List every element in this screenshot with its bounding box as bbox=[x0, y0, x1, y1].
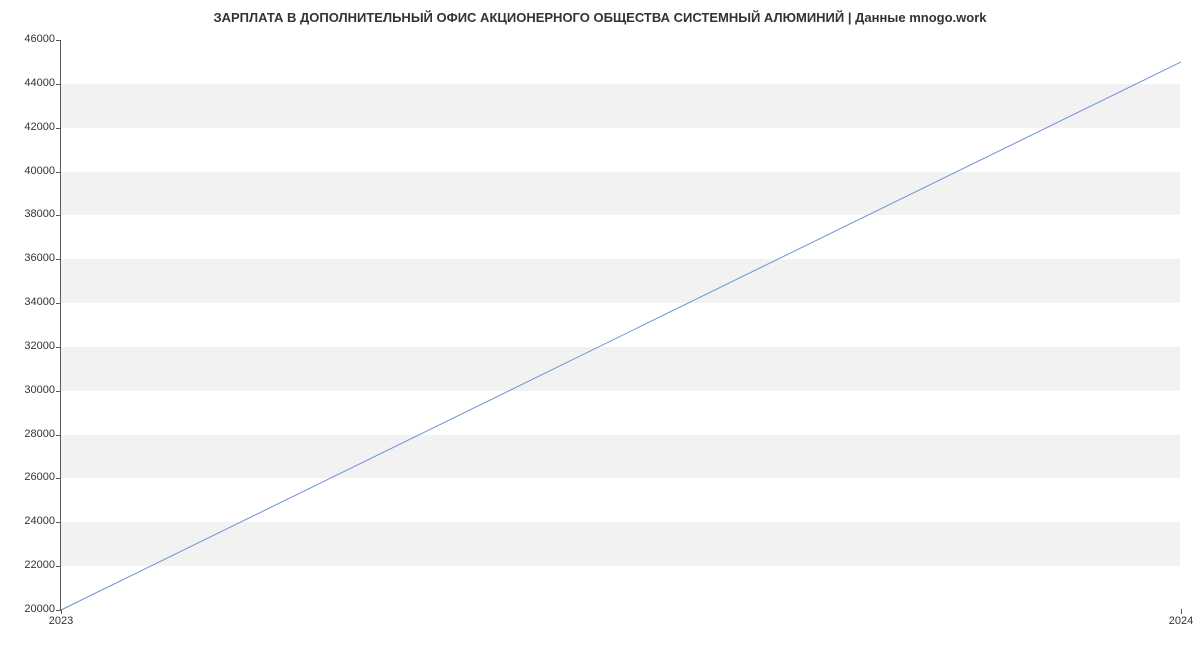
y-tick-label: 38000 bbox=[24, 208, 55, 220]
x-tick-mark bbox=[1181, 609, 1182, 614]
salary-line-chart: ЗАРПЛАТА В ДОПОЛНИТЕЛЬНЫЙ ОФИС АКЦИОНЕРН… bbox=[0, 0, 1200, 650]
y-tick-label: 30000 bbox=[24, 384, 55, 396]
y-tick-label: 36000 bbox=[24, 252, 55, 264]
y-tick-label: 26000 bbox=[24, 471, 55, 483]
y-tick-label: 46000 bbox=[24, 33, 55, 45]
x-tick-label: 2024 bbox=[1169, 615, 1193, 627]
chart-title: ЗАРПЛАТА В ДОПОЛНИТЕЛЬНЫЙ ОФИС АКЦИОНЕРН… bbox=[0, 10, 1200, 25]
y-tick-label: 42000 bbox=[24, 121, 55, 133]
series-line bbox=[61, 62, 1181, 610]
y-tick-label: 34000 bbox=[24, 296, 55, 308]
y-tick-label: 40000 bbox=[24, 165, 55, 177]
x-tick-label: 2023 bbox=[49, 615, 73, 627]
y-tick-label: 20000 bbox=[24, 603, 55, 615]
y-tick-label: 32000 bbox=[24, 340, 55, 352]
line-layer bbox=[61, 40, 1181, 610]
y-tick-label: 28000 bbox=[24, 428, 55, 440]
y-tick-label: 24000 bbox=[24, 515, 55, 527]
plot-area: 2000022000240002600028000300003200034000… bbox=[60, 40, 1180, 610]
y-tick-label: 22000 bbox=[24, 559, 55, 571]
y-tick-label: 44000 bbox=[24, 77, 55, 89]
